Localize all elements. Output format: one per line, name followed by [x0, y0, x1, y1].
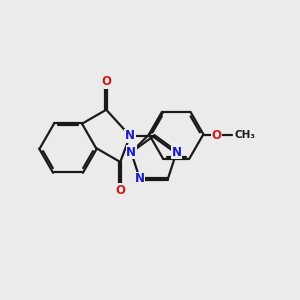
Text: N: N	[172, 146, 182, 159]
Text: O: O	[212, 129, 222, 142]
Text: O: O	[101, 75, 111, 88]
Text: N: N	[126, 146, 136, 159]
Text: N: N	[135, 172, 145, 185]
Text: N: N	[125, 129, 135, 142]
Text: O: O	[115, 184, 125, 196]
Text: CH₃: CH₃	[234, 130, 255, 140]
